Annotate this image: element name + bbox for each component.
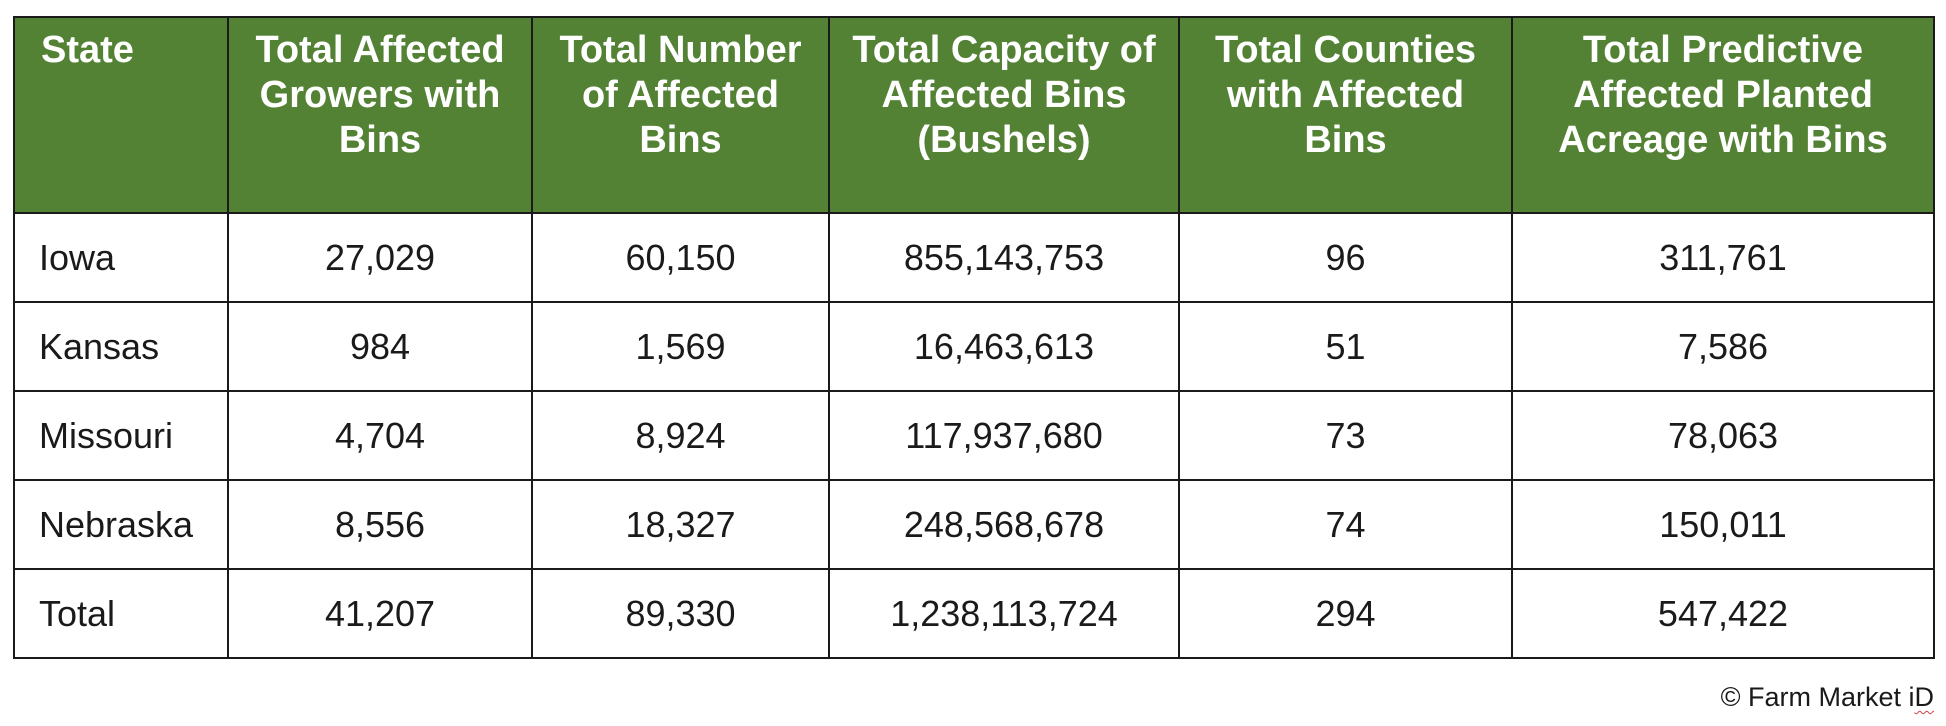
- cell-state: Nebraska: [13, 479, 229, 570]
- copyright-brand-suffix: D: [1914, 682, 1935, 712]
- table-row: Iowa 27,029 60,150 855,143,753 96 311,76…: [13, 212, 1935, 303]
- header-capacity: Total Capacity of Affected Bins (Bushels…: [828, 16, 1180, 214]
- cell-state: Missouri: [13, 390, 229, 481]
- affected-bins-table: State Total Affected Growers with Bins T…: [13, 16, 1935, 659]
- cell-growers: 8,556: [227, 479, 533, 570]
- cell-counties: 96: [1178, 212, 1513, 303]
- cell-counties: 294: [1178, 568, 1513, 659]
- header-counties: Total Counties with Affected Bins: [1178, 16, 1513, 214]
- table-row-total: Total 41,207 89,330 1,238,113,724 294 54…: [13, 568, 1935, 659]
- cell-capacity: 855,143,753: [828, 212, 1180, 303]
- cell-acreage: 7,586: [1511, 301, 1935, 392]
- cell-bins: 18,327: [531, 479, 830, 570]
- cell-state: Total: [13, 568, 229, 659]
- cell-counties: 51: [1178, 301, 1513, 392]
- cell-acreage: 150,011: [1511, 479, 1935, 570]
- cell-capacity: 1,238,113,724: [828, 568, 1180, 659]
- copyright-notice: © Farm Market iD: [1721, 682, 1934, 713]
- cell-acreage: 78,063: [1511, 390, 1935, 481]
- cell-bins: 1,569: [531, 301, 830, 392]
- cell-acreage: 311,761: [1511, 212, 1935, 303]
- header-affected-growers: Total Affected Growers with Bins: [227, 16, 533, 214]
- copyright-text: © Farm Market i: [1720, 682, 1915, 712]
- cell-growers: 4,704: [227, 390, 533, 481]
- table-row: Nebraska 8,556 18,327 248,568,678 74 150…: [13, 479, 1935, 570]
- cell-acreage: 547,422: [1511, 568, 1935, 659]
- cell-bins: 89,330: [531, 568, 830, 659]
- cell-counties: 73: [1178, 390, 1513, 481]
- cell-bins: 8,924: [531, 390, 830, 481]
- header-affected-bins: Total Number of Affected Bins: [531, 16, 830, 214]
- table-row: Missouri 4,704 8,924 117,937,680 73 78,0…: [13, 390, 1935, 481]
- cell-state: Kansas: [13, 301, 229, 392]
- cell-state: Iowa: [13, 212, 229, 303]
- cell-counties: 74: [1178, 479, 1513, 570]
- header-state: State: [13, 16, 229, 214]
- cell-growers: 984: [227, 301, 533, 392]
- cell-capacity: 16,463,613: [828, 301, 1180, 392]
- cell-bins: 60,150: [531, 212, 830, 303]
- cell-growers: 41,207: [227, 568, 533, 659]
- cell-capacity: 117,937,680: [828, 390, 1180, 481]
- header-acreage: Total Predictive Affected Planted Acreag…: [1511, 16, 1935, 214]
- table-row: Kansas 984 1,569 16,463,613 51 7,586: [13, 301, 1935, 392]
- cell-capacity: 248,568,678: [828, 479, 1180, 570]
- cell-growers: 27,029: [227, 212, 533, 303]
- header-row: State Total Affected Growers with Bins T…: [13, 16, 1935, 214]
